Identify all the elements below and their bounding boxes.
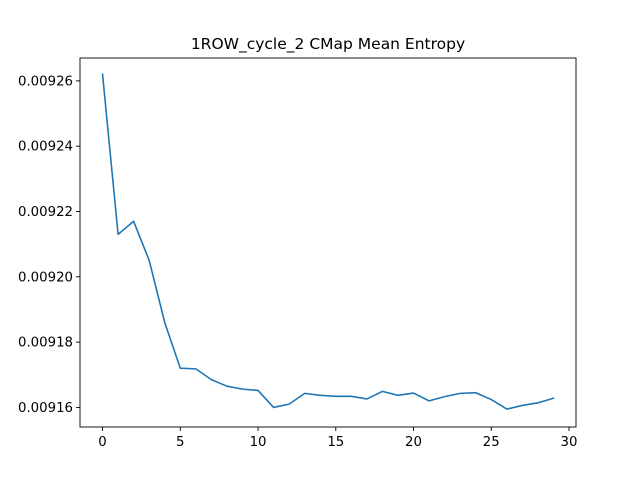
y-tick-label: 0.00922 xyxy=(18,205,73,220)
x-tick-label: 15 xyxy=(327,435,344,450)
y-tick-label: 0.00916 xyxy=(18,401,73,416)
plot-area-frame xyxy=(79,57,577,428)
x-tick-label: 20 xyxy=(405,435,422,450)
y-tick-label: 0.00926 xyxy=(18,74,73,89)
ticks-layer: 0 5 10 15 20 25 30 0.00916 0.00918 0.00920 0.00922… xyxy=(18,74,577,450)
chart-title: 1ROW_cycle_2 CMap Mean Entropy xyxy=(191,35,465,54)
y-tick-label: 0.00924 xyxy=(18,140,73,155)
series-line xyxy=(101,73,555,410)
series-layer xyxy=(101,73,555,410)
x-tick-label: 5 xyxy=(176,435,184,450)
x-tick-label: 10 xyxy=(250,435,267,450)
y-tick-label: 0.00920 xyxy=(18,270,73,285)
x-tick-label: 30 xyxy=(561,435,578,450)
x-tick-label: 0 xyxy=(98,435,106,450)
y-tick-label: 0.00918 xyxy=(18,336,73,351)
x-tick-label: 25 xyxy=(483,435,500,450)
